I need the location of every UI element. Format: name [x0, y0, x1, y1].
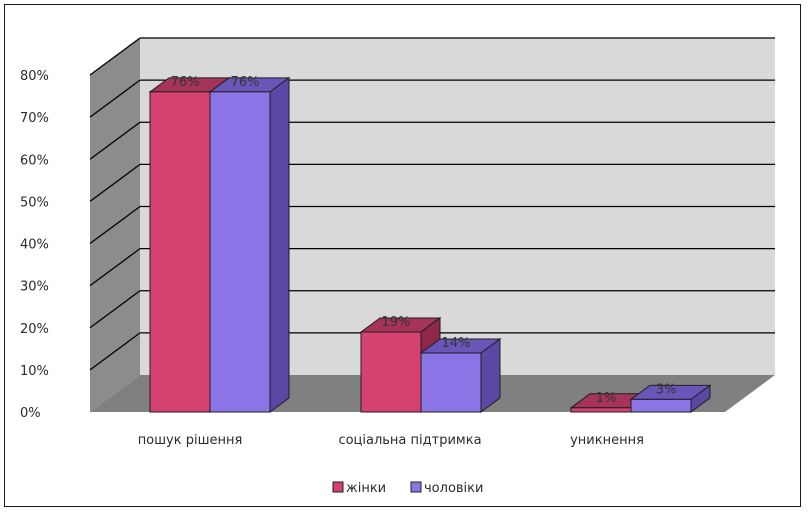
gridline-side [89, 205, 141, 245]
legend-label: чоловіки [424, 481, 483, 496]
data-label: 1% [596, 391, 617, 406]
legend-swatch [332, 481, 344, 493]
y-tick-label: 0% [20, 406, 41, 421]
legend-label: жінки [346, 481, 386, 496]
bar-side [269, 76, 290, 413]
data-label: 76% [171, 75, 200, 90]
legend-swatch [410, 481, 422, 493]
y-tick-label: 30% [20, 280, 49, 295]
gridline-side [89, 248, 141, 287]
y-tick-label: 50% [20, 195, 49, 210]
gridline-side [89, 290, 141, 329]
y-tick-label: 10% [20, 364, 49, 379]
gridline-side [89, 163, 141, 202]
bar [630, 398, 692, 413]
gridline-side [89, 121, 141, 160]
y-tick-label: 70% [20, 111, 49, 126]
y-tick-label: 80% [20, 69, 49, 84]
gridline-side [89, 79, 141, 118]
y-tick-label: 40% [20, 238, 49, 253]
bar [570, 407, 632, 413]
x-tick-label: соціальна підтримка [338, 433, 481, 448]
bar [420, 352, 482, 413]
data-label: 3% [656, 382, 677, 397]
bar [209, 91, 271, 413]
x-tick-label: пошук рішення [138, 433, 243, 448]
y-tick-label: 60% [20, 153, 49, 168]
bar [149, 91, 211, 413]
y-tick-label: 20% [20, 322, 49, 337]
gridline-side [89, 332, 141, 371]
data-label: 14% [442, 336, 471, 351]
data-label: 76% [231, 75, 260, 90]
data-label: 19% [382, 315, 411, 330]
bar [360, 331, 422, 413]
x-tick-label: уникнення [570, 433, 644, 448]
gridline-side [89, 37, 141, 76]
